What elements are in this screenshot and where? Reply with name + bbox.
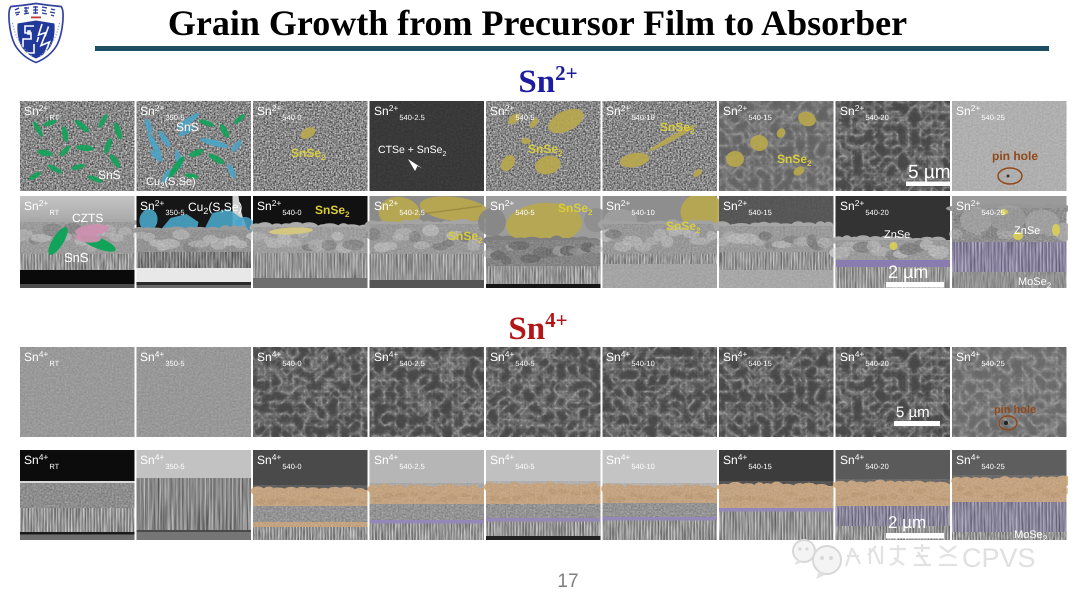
svg-text:SnSe2: SnSe2 [777, 152, 812, 168]
svg-text:MoSe2: MoSe2 [1014, 529, 1048, 540]
svg-text:SnSe2: SnSe2 [291, 146, 326, 162]
svg-text:MoSe2: MoSe2 [1018, 276, 1052, 288]
svg-text:2 µm: 2 µm [888, 262, 928, 282]
svg-text:Cu2(S,Se): Cu2(S,Se) [146, 176, 196, 190]
svg-text:pin hole: pin hole [994, 404, 1036, 416]
svg-text:SnSe2: SnSe2 [666, 219, 701, 235]
svg-text:5 µm: 5 µm [908, 162, 951, 183]
svg-text:SnSe2: SnSe2 [558, 201, 593, 217]
svg-text:2 µm: 2 µm [888, 513, 926, 532]
svg-text:CTSe + SnSe2: CTSe + SnSe2 [378, 144, 447, 158]
svg-text:SnSe2: SnSe2 [448, 229, 483, 245]
svg-text:SnSe2: SnSe2 [315, 203, 350, 219]
svg-text:SnS: SnS [64, 250, 89, 265]
svg-text:Cu2(S,Se): Cu2(S,Se) [188, 200, 242, 216]
svg-text:SnSe2: SnSe2 [660, 120, 695, 136]
svg-text:CZTS: CZTS [72, 211, 103, 225]
svg-text:SnS: SnS [176, 120, 199, 134]
svg-text:SnSe2: SnSe2 [528, 142, 563, 158]
svg-text:5 µm: 5 µm [896, 404, 930, 421]
svg-text:ZnSe: ZnSe [1014, 225, 1040, 237]
svg-text:ZnSe: ZnSe [884, 229, 910, 241]
svg-text:pin hole: pin hole [992, 149, 1038, 163]
svg-text:CPVS: CPVS [962, 543, 1036, 573]
svg-text:SnS: SnS [98, 168, 121, 182]
